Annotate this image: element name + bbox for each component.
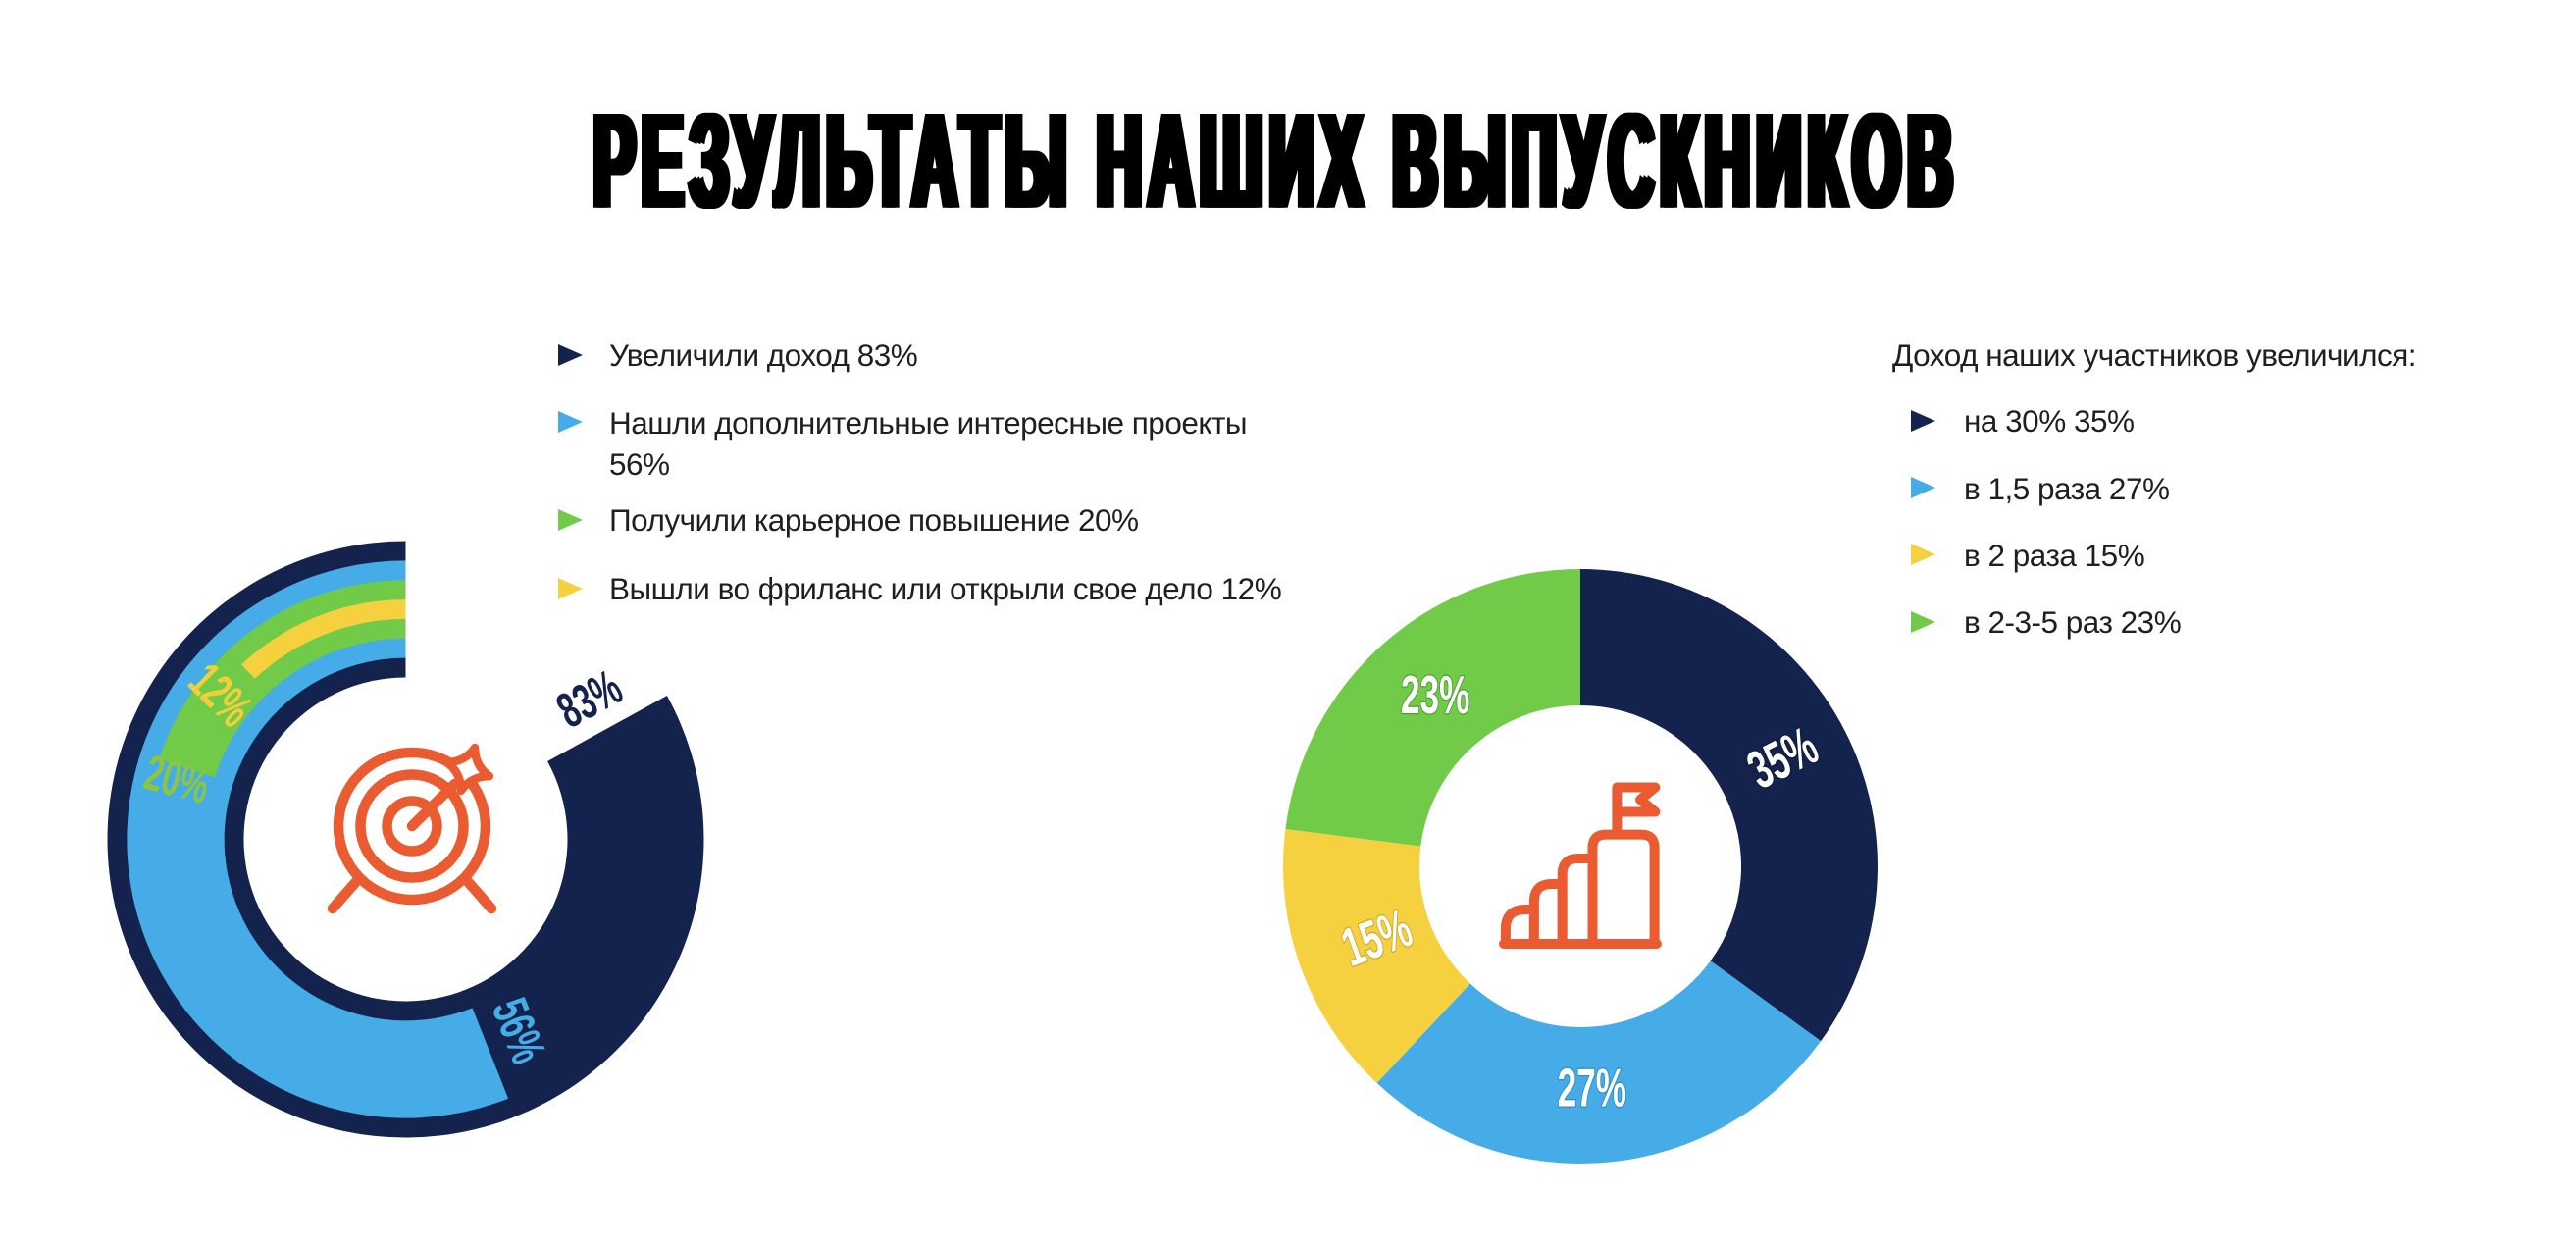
svg-text:27%: 27% <box>1558 1058 1626 1118</box>
svg-text:23%: 23% <box>1401 664 1469 725</box>
